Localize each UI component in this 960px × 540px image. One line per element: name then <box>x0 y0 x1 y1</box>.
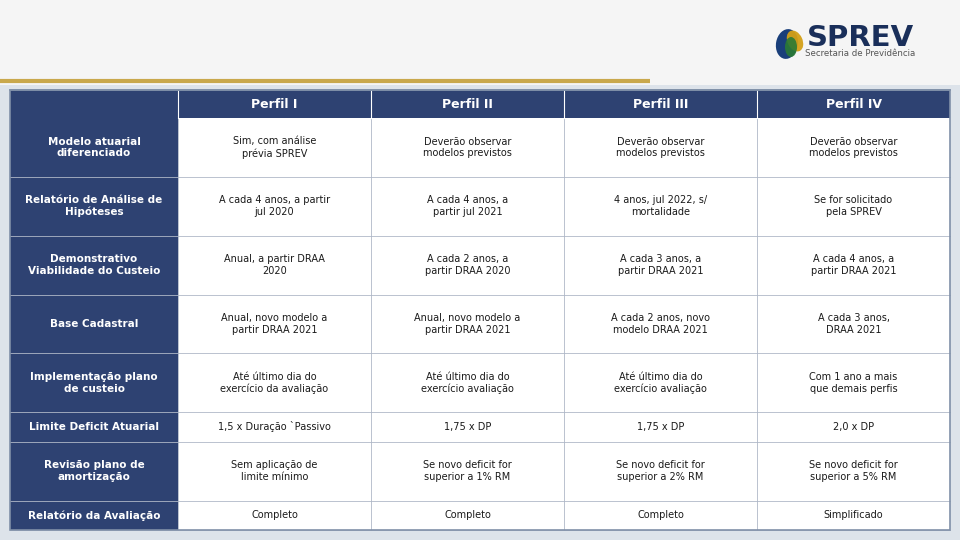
Bar <box>371 177 564 236</box>
Text: 4 anos, jul 2022, s/
mortalidade: 4 anos, jul 2022, s/ mortalidade <box>614 195 708 217</box>
Bar <box>564 295 757 353</box>
Bar <box>564 118 757 177</box>
Bar <box>10 353 178 412</box>
Text: Até último dia do
exercício da avaliação: Até último dia do exercício da avaliação <box>221 372 328 394</box>
Text: Anual, novo modelo a
partir DRAA 2021: Anual, novo modelo a partir DRAA 2021 <box>415 313 520 335</box>
Text: Implementação plano
de custeio: Implementação plano de custeio <box>30 372 157 394</box>
Bar <box>10 412 178 442</box>
Bar <box>564 236 757 295</box>
Ellipse shape <box>776 29 798 59</box>
Bar <box>757 442 950 501</box>
Bar <box>757 177 950 236</box>
Text: Modelo atuarial
diferenciado: Modelo atuarial diferenciado <box>48 137 140 158</box>
Bar <box>564 353 757 412</box>
Bar <box>178 177 371 236</box>
Text: Deverão observar
modelos previstos: Deverão observar modelos previstos <box>809 137 898 158</box>
Bar <box>757 118 950 177</box>
Bar <box>10 177 178 236</box>
Text: Secretaria de Previdência: Secretaria de Previdência <box>804 49 915 57</box>
Text: Relatório de Análise de
Hipóteses: Relatório de Análise de Hipóteses <box>25 195 162 218</box>
Bar <box>371 295 564 353</box>
Bar <box>371 442 564 501</box>
Text: Anual, novo modelo a
partir DRAA 2021: Anual, novo modelo a partir DRAA 2021 <box>222 313 327 335</box>
Text: A cada 2 anos, novo
modelo DRAA 2021: A cada 2 anos, novo modelo DRAA 2021 <box>611 313 710 335</box>
Bar <box>178 236 371 295</box>
Bar <box>371 412 564 442</box>
Bar <box>564 412 757 442</box>
Text: 1,75 x DP: 1,75 x DP <box>636 422 684 432</box>
Bar <box>178 295 371 353</box>
Text: Completo: Completo <box>252 510 298 520</box>
Text: Revisão plano de
amortização: Revisão plano de amortização <box>43 460 144 482</box>
Text: Se for solicitado
pela SPREV: Se for solicitado pela SPREV <box>814 195 893 217</box>
Bar <box>371 501 564 530</box>
Bar <box>10 90 950 118</box>
Text: Se novo deficit for
superior a 1% RM: Se novo deficit for superior a 1% RM <box>423 460 512 482</box>
Bar <box>757 353 950 412</box>
Bar <box>757 236 950 295</box>
Bar <box>371 236 564 295</box>
Ellipse shape <box>785 37 797 57</box>
Text: 2,0 x DP: 2,0 x DP <box>833 422 874 432</box>
Text: A cada 3 anos, a
partir DRAA 2021: A cada 3 anos, a partir DRAA 2021 <box>617 254 704 276</box>
Bar <box>564 501 757 530</box>
Bar <box>178 412 371 442</box>
Text: Relatório da Avaliação: Relatório da Avaliação <box>28 510 160 521</box>
Text: Se novo deficit for
superior a 5% RM: Se novo deficit for superior a 5% RM <box>809 460 898 482</box>
Text: Simplificado: Simplificado <box>824 510 883 520</box>
Text: Se novo deficit for
superior a 2% RM: Se novo deficit for superior a 2% RM <box>616 460 705 482</box>
Bar <box>10 295 178 353</box>
Bar <box>178 118 371 177</box>
Text: 1,75 x DP: 1,75 x DP <box>444 422 492 432</box>
Bar <box>10 236 178 295</box>
Bar <box>757 501 950 530</box>
Bar <box>564 442 757 501</box>
Bar <box>10 442 178 501</box>
Bar <box>564 177 757 236</box>
Bar <box>10 118 178 177</box>
Text: A cada 2 anos, a
partir DRAA 2020: A cada 2 anos, a partir DRAA 2020 <box>424 254 511 276</box>
Text: Até último dia do
exercício avaliação: Até último dia do exercício avaliação <box>421 372 514 394</box>
Text: Limite Deficit Atuarial: Limite Deficit Atuarial <box>29 422 159 432</box>
Text: A cada 4 anos, a
partir jul 2021: A cada 4 anos, a partir jul 2021 <box>427 195 508 217</box>
Bar <box>757 412 950 442</box>
Text: Perfil II: Perfil II <box>442 98 492 111</box>
Text: Sem aplicação de
limite mínimo: Sem aplicação de limite mínimo <box>231 460 318 482</box>
Text: A cada 4 anos, a
partir DRAA 2021: A cada 4 anos, a partir DRAA 2021 <box>811 254 897 276</box>
Text: A cada 3 anos,
DRAA 2021: A cada 3 anos, DRAA 2021 <box>818 313 890 335</box>
Text: Base Cadastral: Base Cadastral <box>50 319 138 329</box>
Bar <box>10 501 178 530</box>
Bar <box>10 90 950 530</box>
Bar <box>178 501 371 530</box>
Bar <box>371 353 564 412</box>
Text: Completo: Completo <box>444 510 491 520</box>
Bar <box>371 118 564 177</box>
Bar <box>178 442 371 501</box>
Text: Até último dia do
exercício avaliação: Até último dia do exercício avaliação <box>614 372 707 394</box>
Text: 1,5 x Duração `Passivo: 1,5 x Duração `Passivo <box>218 422 331 433</box>
Ellipse shape <box>787 31 804 51</box>
Bar <box>0 0 960 85</box>
Text: A cada 4 anos, a partir
jul 2020: A cada 4 anos, a partir jul 2020 <box>219 195 330 217</box>
Bar <box>757 295 950 353</box>
Text: Perfil IV: Perfil IV <box>826 98 881 111</box>
Text: Anual, a partir DRAA
2020: Anual, a partir DRAA 2020 <box>224 254 324 276</box>
Text: SPREV: SPREV <box>806 24 914 52</box>
Text: Completo: Completo <box>637 510 684 520</box>
Text: Deverão observar
modelos previstos: Deverão observar modelos previstos <box>616 137 705 158</box>
Text: Com 1 ano a mais
que demais perfis: Com 1 ano a mais que demais perfis <box>809 372 898 394</box>
Bar <box>178 353 371 412</box>
Text: Perfil III: Perfil III <box>633 98 688 111</box>
Text: Demonstrativo
Viabilidade do Custeio: Demonstrativo Viabilidade do Custeio <box>28 254 160 276</box>
Text: Perfil I: Perfil I <box>252 98 298 111</box>
Text: Deverão observar
modelos previstos: Deverão observar modelos previstos <box>423 137 512 158</box>
Text: Sim, com análise
prévia SPREV: Sim, com análise prévia SPREV <box>233 136 316 159</box>
